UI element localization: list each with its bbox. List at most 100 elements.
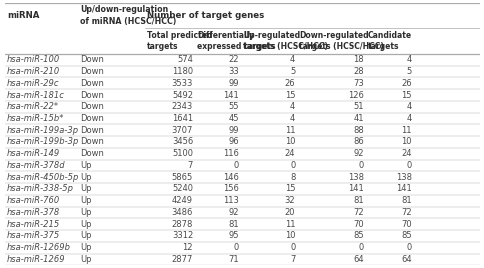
Text: Up: Up <box>80 184 92 193</box>
Text: 64: 64 <box>400 255 411 264</box>
Text: 85: 85 <box>400 232 411 240</box>
Text: hsa-miR-378: hsa-miR-378 <box>7 208 60 217</box>
Text: 70: 70 <box>353 220 363 229</box>
Text: 126: 126 <box>348 91 363 99</box>
Text: 2877: 2877 <box>171 255 193 264</box>
Text: 51: 51 <box>353 102 363 111</box>
Text: hsa-miR-199b-3p: hsa-miR-199b-3p <box>7 137 79 147</box>
Text: hsa-miR-450b-5p: hsa-miR-450b-5p <box>7 173 79 182</box>
Text: 3312: 3312 <box>171 232 193 240</box>
Text: 4: 4 <box>406 102 411 111</box>
Text: 7: 7 <box>187 161 193 170</box>
Text: 88: 88 <box>353 126 363 135</box>
Text: 96: 96 <box>228 137 239 147</box>
Text: 0: 0 <box>406 161 411 170</box>
Text: 32: 32 <box>284 196 295 205</box>
Text: hsa-miR-378d: hsa-miR-378d <box>7 161 65 170</box>
Text: 141: 141 <box>223 91 239 99</box>
Text: 5: 5 <box>289 67 295 76</box>
Text: 72: 72 <box>353 208 363 217</box>
Text: miRNA: miRNA <box>7 11 39 20</box>
Text: 1641: 1641 <box>172 114 193 123</box>
Text: hsa-miR-215: hsa-miR-215 <box>7 220 60 229</box>
Text: 11: 11 <box>400 126 411 135</box>
Text: 70: 70 <box>400 220 411 229</box>
Text: 156: 156 <box>223 184 239 193</box>
Text: hsa-miR-1269b: hsa-miR-1269b <box>7 243 71 252</box>
Text: 26: 26 <box>284 79 295 88</box>
Text: 71: 71 <box>228 255 239 264</box>
Text: 41: 41 <box>353 114 363 123</box>
Text: 138: 138 <box>348 173 363 182</box>
Text: 15: 15 <box>284 91 295 99</box>
Text: hsa-miR-100: hsa-miR-100 <box>7 55 60 64</box>
Text: Up: Up <box>80 161 92 170</box>
Text: 3456: 3456 <box>171 137 193 147</box>
Text: 0: 0 <box>358 243 363 252</box>
Text: 81: 81 <box>228 220 239 229</box>
Text: 95: 95 <box>228 232 239 240</box>
Text: 5: 5 <box>406 67 411 76</box>
Text: Down-regulated
targets (HCSC/HCC): Down-regulated targets (HCSC/HCC) <box>299 31 383 51</box>
Text: 55: 55 <box>228 102 239 111</box>
Text: 33: 33 <box>228 67 239 76</box>
Text: 24: 24 <box>400 149 411 158</box>
Text: 11: 11 <box>284 126 295 135</box>
Text: 85: 85 <box>353 232 363 240</box>
Text: 0: 0 <box>358 161 363 170</box>
Text: 10: 10 <box>284 137 295 147</box>
Text: 5865: 5865 <box>171 173 193 182</box>
Text: hsa-miR-375: hsa-miR-375 <box>7 232 60 240</box>
Text: 22: 22 <box>228 55 239 64</box>
Text: 11: 11 <box>284 220 295 229</box>
Text: 92: 92 <box>228 208 239 217</box>
Text: 116: 116 <box>223 149 239 158</box>
Text: 12: 12 <box>182 243 193 252</box>
Text: Down: Down <box>80 149 104 158</box>
Text: 99: 99 <box>228 79 239 88</box>
Text: 141: 141 <box>395 184 411 193</box>
Text: hsa-miR-210: hsa-miR-210 <box>7 67 60 76</box>
Text: 3707: 3707 <box>171 126 193 135</box>
Text: 2878: 2878 <box>171 220 193 229</box>
Text: 10: 10 <box>284 232 295 240</box>
Text: 1180: 1180 <box>172 67 193 76</box>
Text: 7: 7 <box>289 255 295 264</box>
Text: 5100: 5100 <box>172 149 193 158</box>
Text: hsa-miR-22*: hsa-miR-22* <box>7 102 59 111</box>
Text: 4: 4 <box>406 55 411 64</box>
Text: 2343: 2343 <box>171 102 193 111</box>
Text: 18: 18 <box>353 55 363 64</box>
Text: 3486: 3486 <box>171 208 193 217</box>
Text: Down: Down <box>80 114 104 123</box>
Text: 3533: 3533 <box>171 79 193 88</box>
Text: 15: 15 <box>400 91 411 99</box>
Text: 113: 113 <box>223 196 239 205</box>
Text: Up: Up <box>80 243 92 252</box>
Text: 4: 4 <box>289 114 295 123</box>
Text: Up: Up <box>80 196 92 205</box>
Text: Down: Down <box>80 137 104 147</box>
Text: Up: Up <box>80 173 92 182</box>
Text: 0: 0 <box>289 161 295 170</box>
Text: Number of target genes: Number of target genes <box>147 11 264 20</box>
Text: hsa-miR-181c: hsa-miR-181c <box>7 91 64 99</box>
Text: 146: 146 <box>223 173 239 182</box>
Text: Up: Up <box>80 208 92 217</box>
Text: 81: 81 <box>400 196 411 205</box>
Text: 10: 10 <box>400 137 411 147</box>
Text: Candidate
targets: Candidate targets <box>367 31 411 51</box>
Text: Up-regulated
targets (HCSC/HCC): Up-regulated targets (HCSC/HCC) <box>242 31 327 51</box>
Text: 5240: 5240 <box>172 184 193 193</box>
Text: 28: 28 <box>353 67 363 76</box>
Text: 99: 99 <box>228 126 239 135</box>
Text: 24: 24 <box>284 149 295 158</box>
Text: 8: 8 <box>289 173 295 182</box>
Text: 574: 574 <box>177 55 193 64</box>
Text: Up: Up <box>80 232 92 240</box>
Text: 15: 15 <box>284 184 295 193</box>
Text: 0: 0 <box>233 161 239 170</box>
Text: hsa-miR-29c: hsa-miR-29c <box>7 79 59 88</box>
Text: Up: Up <box>80 255 92 264</box>
Text: 72: 72 <box>400 208 411 217</box>
